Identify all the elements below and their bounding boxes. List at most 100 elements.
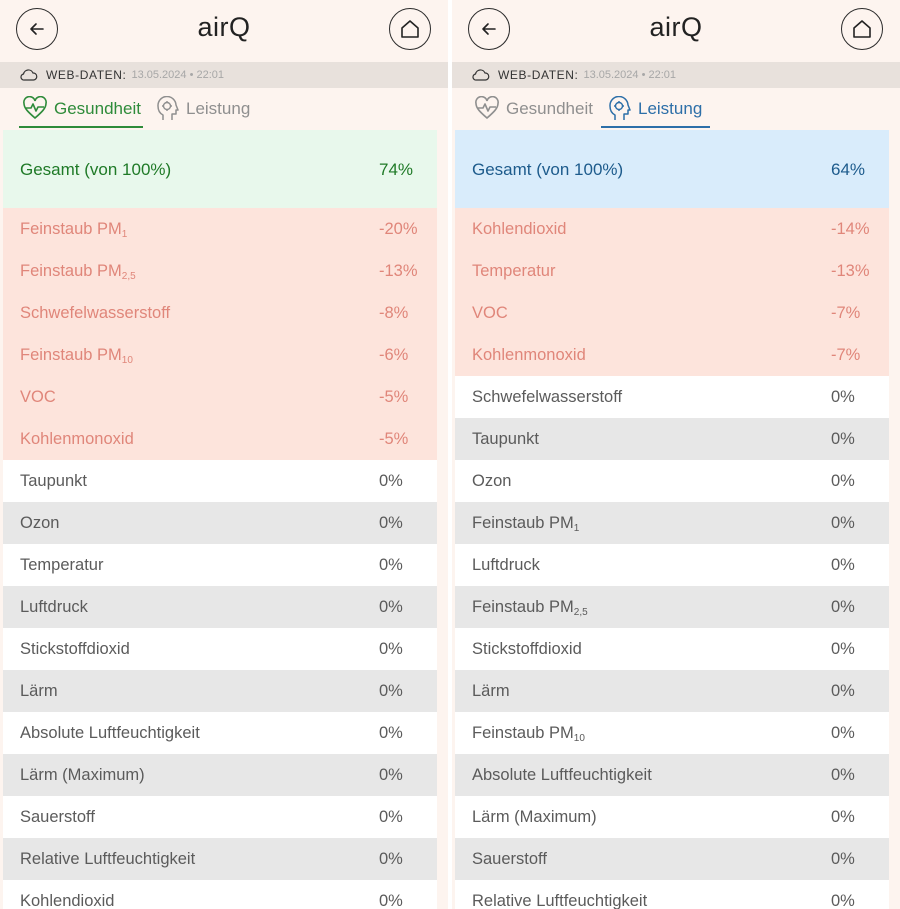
factor-row[interactable]: Luftdruck 0% [3, 586, 437, 628]
factor-name-text: Absolute Luftfeuchtigkeit [472, 766, 652, 784]
factor-row[interactable]: Kohlendioxid -14% [455, 208, 889, 250]
factor-value: 0% [379, 766, 403, 784]
factor-row[interactable]: Feinstaub PM10 0% [455, 712, 889, 754]
factor-row[interactable]: Kohlenmonoxid -7% [455, 334, 889, 376]
factor-name: Temperatur [472, 262, 555, 281]
factor-name-text: Stickstoffdioxid [20, 640, 130, 658]
factor-row[interactable]: Feinstaub PM1 0% [455, 502, 889, 544]
factor-row[interactable]: Lärm (Maximum) 0% [455, 796, 889, 838]
health-panel: airQ WEB-DATEN: 13.05.2024 • 22:01 Gesun… [0, 0, 448, 909]
factor-row[interactable]: Stickstoffdioxid 0% [3, 628, 437, 670]
factor-row[interactable]: Feinstaub PM10 -6% [3, 334, 437, 376]
arrow-left-icon [482, 23, 496, 35]
factor-value: 0% [831, 724, 855, 742]
factor-value: -14% [831, 220, 870, 238]
factor-row[interactable]: Schwefelwasserstoff 0% [455, 376, 889, 418]
web-data-label: WEB-DATEN: [46, 68, 127, 82]
factor-value: -5% [379, 388, 409, 406]
head-brain-icon [609, 96, 631, 120]
factor-name-text: Kohlendioxid [472, 220, 567, 238]
tab-leistung[interactable]: Leistung [156, 94, 250, 130]
total-label: Gesamt (von 100%) [472, 160, 624, 179]
factor-name-text: Kohlenmonoxid [472, 346, 586, 364]
factor-value: 0% [379, 850, 403, 868]
factor-name-text: Lärm [20, 682, 58, 700]
factor-row[interactable]: Taupunkt 0% [455, 418, 889, 460]
back-button[interactable] [468, 8, 510, 50]
factor-row[interactable]: Schwefelwasserstoff -8% [3, 292, 437, 334]
home-button[interactable] [389, 8, 431, 50]
factor-value: 0% [831, 850, 855, 868]
active-tab-indicator [601, 126, 710, 128]
factor-row[interactable]: Feinstaub PM2,5 0% [455, 586, 889, 628]
total-value: 64% [831, 160, 866, 179]
back-button[interactable] [16, 8, 58, 50]
home-icon [853, 20, 871, 38]
factor-value: 0% [831, 514, 855, 532]
factor-name: Feinstaub PM1 [20, 220, 127, 240]
factor-row[interactable]: Temperatur 0% [3, 544, 437, 586]
factor-value: 0% [831, 808, 855, 826]
total-row: Gesamt (von 100%) 74% [3, 130, 437, 208]
factor-row[interactable]: Lärm 0% [3, 670, 437, 712]
factor-name-text: Feinstaub PM [472, 514, 574, 532]
factor-row[interactable]: Absolute Luftfeuchtigkeit 0% [3, 712, 437, 754]
heart-pulse-icon [23, 96, 47, 120]
app-title: airQ [649, 12, 703, 42]
factor-name-text: Feinstaub PM [20, 262, 122, 280]
factor-name-text: Luftdruck [20, 598, 88, 616]
factor-row[interactable]: Sauerstoff 0% [455, 838, 889, 880]
factor-row[interactable]: VOC -5% [3, 376, 437, 418]
factor-name: Absolute Luftfeuchtigkeit [20, 724, 200, 743]
factor-name: Kohlendioxid [20, 892, 115, 909]
app-title: airQ [197, 12, 251, 42]
factor-row[interactable]: Kohlenmonoxid -5% [3, 418, 437, 460]
factor-row[interactable]: Feinstaub PM1 -20% [3, 208, 437, 250]
factor-row[interactable]: Temperatur -13% [455, 250, 889, 292]
factor-row[interactable]: Lärm 0% [455, 670, 889, 712]
tab-gesundheit[interactable]: Gesundheit [19, 94, 143, 130]
tab-bar: Gesundheit Leistung [452, 88, 900, 130]
top-bar: airQ [0, 0, 448, 62]
factor-row[interactable]: Relative Luftfeuchtigkeit 0% [455, 880, 889, 909]
factor-name-text: Absolute Luftfeuchtigkeit [20, 724, 200, 742]
factor-row[interactable]: Absolute Luftfeuchtigkeit 0% [455, 754, 889, 796]
factor-name-text: Temperatur [20, 556, 104, 574]
factor-row[interactable]: Stickstoffdioxid 0% [455, 628, 889, 670]
factor-name-text: Feinstaub PM [20, 220, 122, 238]
factor-row[interactable]: VOC -7% [455, 292, 889, 334]
factor-value: 0% [831, 430, 855, 448]
factor-row[interactable]: Relative Luftfeuchtigkeit 0% [3, 838, 437, 880]
factor-row[interactable]: Sauerstoff 0% [3, 796, 437, 838]
factor-row[interactable]: Luftdruck 0% [455, 544, 889, 586]
factor-name: Lärm [20, 682, 58, 701]
factor-row[interactable]: Lärm (Maximum) 0% [3, 754, 437, 796]
factor-row[interactable]: Taupunkt 0% [3, 460, 437, 502]
factor-value: 0% [831, 556, 855, 574]
factor-name-text: Taupunkt [472, 430, 539, 448]
factor-value: 0% [831, 640, 855, 658]
factor-name: Stickstoffdioxid [472, 640, 582, 659]
tab-leistung[interactable]: Leistung [601, 94, 710, 130]
active-tab-indicator [19, 126, 143, 128]
factor-name: Feinstaub PM2,5 [20, 262, 136, 282]
factor-name: Luftdruck [472, 556, 540, 575]
factor-list: Gesamt (von 100%) 64% Kohlendioxid -14% Te… [455, 130, 889, 909]
factor-name: Temperatur [20, 556, 103, 575]
factor-name-text: Luftdruck [472, 556, 540, 574]
home-button[interactable] [841, 8, 883, 50]
factor-row[interactable]: Kohlendioxid 0% [3, 880, 437, 909]
factor-row[interactable]: Feinstaub PM2,5 -13% [3, 250, 437, 292]
factor-value: 0% [379, 640, 403, 658]
factor-value: 0% [831, 472, 855, 490]
factor-row[interactable]: Ozon 0% [3, 502, 437, 544]
factor-value: -20% [379, 220, 418, 238]
factor-name: Ozon [20, 514, 59, 533]
performance-panel: airQ WEB-DATEN: 13.05.2024 • 22:01 Gesun… [452, 0, 900, 909]
factor-value: -13% [831, 262, 870, 280]
factor-row[interactable]: Ozon 0% [455, 460, 889, 502]
factor-name-text: Feinstaub PM [20, 346, 122, 364]
tab-leistung-label: Leistung [186, 99, 251, 118]
factor-name-subscript: 2,5 [573, 607, 588, 618]
tab-gesundheit[interactable]: Gesundheit [474, 94, 593, 130]
